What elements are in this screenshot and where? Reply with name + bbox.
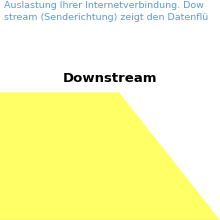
Text: Downstream: Downstream: [63, 72, 157, 85]
Text: Auslastung Ihrer Internetverbindung. Dow
stream (Senderichtung) zeigt den Datenf: Auslastung Ihrer Internetverbindung. Dow…: [4, 1, 209, 22]
Polygon shape: [0, 92, 220, 220]
